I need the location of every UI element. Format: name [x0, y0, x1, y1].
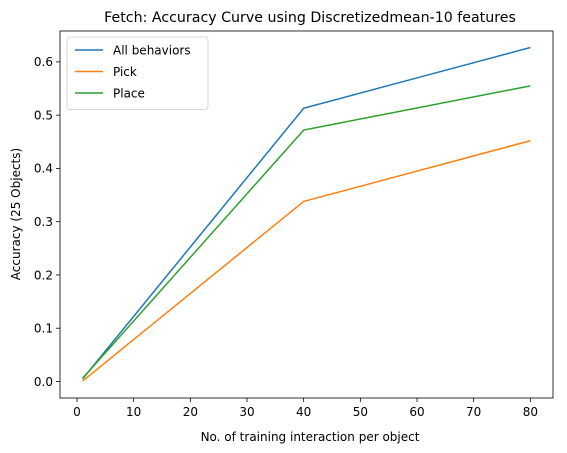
- x-tick-label: 10: [126, 405, 141, 419]
- legend-entry: Pick: [113, 65, 137, 79]
- chart-title: Fetch: Accuracy Curve using Discretizedm…: [104, 10, 516, 26]
- legend-entry: All behaviors: [113, 43, 191, 57]
- x-tick-label: 50: [353, 405, 368, 419]
- y-tick-label: 0.1: [34, 322, 53, 336]
- y-tick-label: 0.0: [34, 375, 53, 389]
- y-tick-label: 0.6: [34, 55, 53, 69]
- x-tick-label: 70: [466, 405, 481, 419]
- y-axis: 0.0 0.1 0.2 0.3 0.4 0.5 0.6: [34, 55, 60, 389]
- x-tick-label: 30: [239, 405, 254, 419]
- x-axis: 0 10 20 30 40 50 60 70 80: [73, 398, 538, 419]
- series-line-pick: [82, 140, 531, 382]
- x-tick-label: 20: [183, 405, 198, 419]
- y-tick-label: 0.3: [34, 215, 53, 229]
- x-tick-label: 60: [409, 405, 424, 419]
- y-tick-label: 0.4: [34, 162, 53, 176]
- y-axis-label: Accuracy (25 Objects): [9, 148, 23, 280]
- legend-box: [66, 36, 209, 110]
- plot-area: [82, 46, 531, 382]
- plot-frame: [59, 30, 554, 399]
- x-tick-label: 40: [296, 405, 311, 419]
- legend-entry: Place: [113, 86, 145, 100]
- x-axis-label: No. of training interaction per object: [201, 430, 420, 444]
- series-line-all-behaviors: [82, 46, 531, 380]
- y-tick-label: 0.5: [34, 108, 53, 122]
- y-tick-label: 0.2: [34, 268, 53, 282]
- legend: All behaviors Pick Place: [66, 36, 209, 110]
- series-line-place: [82, 85, 531, 379]
- x-tick-label: 80: [523, 405, 538, 419]
- x-tick-label: 0: [73, 405, 81, 419]
